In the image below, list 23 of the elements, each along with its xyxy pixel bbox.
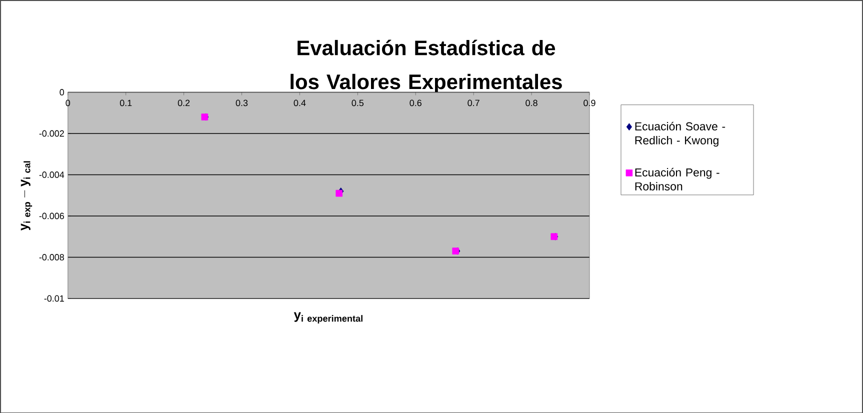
x-tick-label: 0.1 [120,100,132,106]
x-tick-label: 0.6 [410,100,422,106]
point [336,190,343,196]
y-tick-label: -0.01 [44,295,64,302]
x-tick-label: 0.3 [236,100,248,106]
y-tick-label: -0.006 [39,212,64,219]
legend-label: Ecuación Soave - Redlich - Kwong [635,122,726,146]
x-tick-label: 0 [66,100,70,106]
y-tick-label: -0.008 [39,254,64,260]
y-tick-label: -0.002 [39,130,64,136]
x-tick-label: 0.5 [352,100,364,106]
x-tick-label: 0.2 [178,100,190,106]
y-axis-title: $\mathbf{y_{i\ exp} - y_{i\ cal}}$ [20,161,32,230]
x-tick-label: 0.4 [294,100,306,106]
y-tick-label: -0.004 [39,171,64,178]
legend-label: Ecuación Peng - Robinson [635,168,720,190]
y-tick-label: 0 [60,88,64,96]
x-axis-title: $\mathbf{y_{i\ experimental}}$ [294,312,362,324]
point [452,247,460,254]
chart-title: Evaluación Estadística de los Valores Experimentales [290,40,562,94]
x-tick-label: 0.7 [468,100,480,106]
x-tick-label: 0.8 [526,100,538,106]
x-tick-label: 0.9 [584,100,596,106]
